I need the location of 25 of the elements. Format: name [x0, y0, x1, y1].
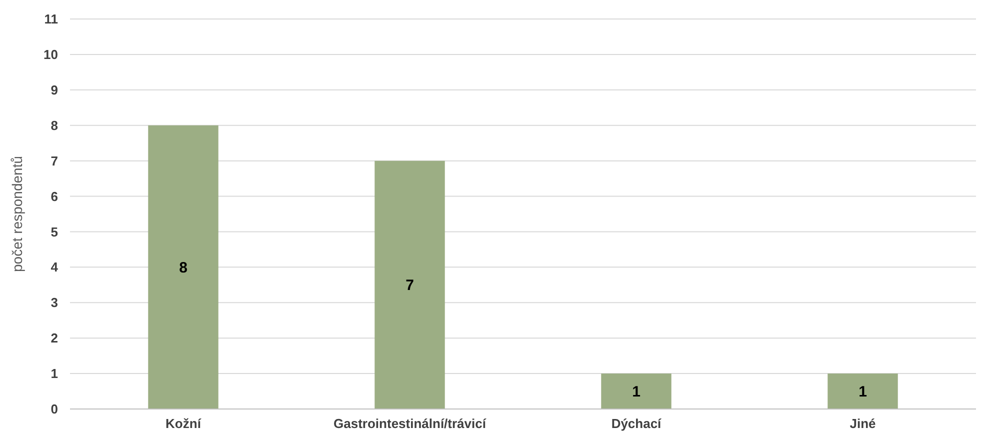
y-tick-label: 2 — [50, 330, 58, 346]
y-tick-label: 6 — [50, 188, 58, 204]
x-tick-label: Gastrointestinální/trávicí — [334, 416, 486, 431]
y-tick-label: 4 — [50, 260, 59, 275]
bar — [601, 374, 672, 409]
y-tick-label: 8 — [50, 118, 58, 133]
y-tick-label: 3 — [50, 295, 58, 310]
y-tick-label: 10 — [44, 47, 58, 62]
y-tick-label: 7 — [50, 153, 58, 168]
bar — [148, 125, 218, 409]
y-tick-label: 9 — [50, 82, 58, 98]
bar — [374, 160, 445, 409]
data-label: 1 — [632, 384, 640, 401]
y-tick-label: 1 — [50, 366, 58, 382]
y-tick-label: 11 — [44, 12, 58, 27]
x-tick-label: Jiné — [850, 416, 876, 431]
y-tick-label: 5 — [50, 224, 58, 240]
x-tick-label: Dýchací — [611, 416, 662, 431]
data-label: 8 — [179, 259, 188, 276]
x-tick-label: Kožní — [166, 416, 202, 431]
data-label: 1 — [858, 384, 867, 401]
bar — [828, 374, 898, 409]
data-label: 7 — [406, 277, 414, 294]
y-tick-label: 0 — [50, 402, 58, 417]
y-axis-title: počet respondentů — [9, 156, 25, 272]
